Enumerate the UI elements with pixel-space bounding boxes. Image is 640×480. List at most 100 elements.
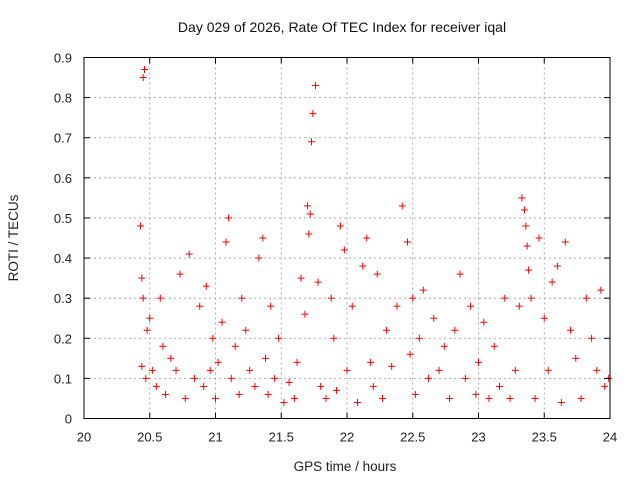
data-point: [152, 382, 160, 390]
data-point: [138, 274, 146, 282]
x-tick-labels: 20 20.5 21 21.5 22 22.5 23 23.5 24: [77, 430, 617, 445]
x-tick-label: 24: [603, 430, 617, 445]
data-point: [212, 394, 219, 402]
data-point: [367, 358, 375, 366]
data-point: [275, 334, 283, 342]
x-tick-label: 23: [471, 430, 485, 445]
data-point: [597, 286, 605, 294]
y-tick-label: 0.6: [54, 171, 72, 186]
data-point: [430, 314, 438, 322]
data-point: [290, 394, 298, 402]
data-point: [359, 262, 367, 270]
data-point: [435, 366, 443, 374]
data-point: [415, 334, 423, 342]
data-point: [156, 294, 164, 302]
data-point: [225, 214, 233, 222]
data-point: [202, 282, 210, 290]
data-point: [209, 334, 217, 342]
data-point: [446, 394, 454, 402]
data-point: [146, 314, 154, 322]
data-point: [531, 394, 539, 402]
data-point: [523, 242, 531, 250]
data-point: [297, 274, 305, 282]
data-point: [242, 326, 250, 334]
x-axis-title: GPS time / hours: [294, 459, 397, 474]
data-point: [330, 334, 338, 342]
data-point: [406, 350, 414, 358]
data-point: [440, 342, 448, 350]
data-point: [582, 294, 590, 302]
data-point: [314, 278, 322, 286]
data-point: [304, 202, 312, 210]
data-point: [461, 374, 469, 382]
x-tick-label: 22.5: [400, 430, 425, 445]
data-point: [521, 206, 529, 214]
data-point: [167, 354, 175, 362]
data-point: [159, 342, 167, 350]
data-point: [411, 390, 419, 398]
y-tick-label: 0.1: [54, 371, 72, 386]
data-point: [271, 374, 279, 382]
data-point: [522, 222, 530, 230]
data-point: [485, 394, 493, 402]
data-point: [480, 318, 488, 326]
data-point: [524, 266, 532, 274]
data-point: [373, 270, 381, 278]
y-tick-label: 0.3: [54, 291, 72, 306]
data-point: [140, 66, 148, 74]
data-point: [238, 294, 246, 302]
data-point: [379, 394, 387, 402]
axis-ticks: [83, 57, 611, 419]
data-point: [567, 326, 575, 334]
data-point: [206, 366, 214, 374]
data-point: [544, 366, 552, 374]
data-point: [317, 382, 325, 390]
data-point: [305, 230, 313, 238]
data-point: [190, 374, 198, 382]
data-point: [398, 202, 406, 210]
data-point: [336, 222, 344, 230]
data-point: [231, 342, 239, 350]
data-point: [475, 358, 482, 366]
data-point: [518, 194, 526, 202]
data-point: [162, 390, 170, 398]
y-tick-label: 0: [65, 412, 72, 427]
data-point: [227, 374, 235, 382]
data-point: [235, 390, 243, 398]
data-point: [540, 314, 548, 322]
data-point: [354, 398, 362, 406]
x-tick-label: 20: [77, 430, 91, 445]
data-point: [348, 302, 356, 310]
data-point: [490, 342, 498, 350]
data-point: [285, 378, 293, 386]
data-point: [572, 354, 580, 362]
data-point: [261, 354, 269, 362]
data-point: [309, 110, 317, 118]
y-tick-label: 0.5: [54, 211, 72, 226]
grid-lines: [84, 57, 610, 419]
data-point: [588, 334, 596, 342]
data-point: [593, 366, 601, 374]
data-point: [322, 394, 330, 402]
y-tick-label: 0.2: [54, 331, 72, 346]
data-point: [306, 210, 314, 218]
data-point: [548, 278, 556, 286]
data-point: [501, 294, 509, 302]
data-point: [388, 362, 396, 370]
data-point: [343, 366, 351, 374]
data-point: [139, 74, 147, 82]
data-point: [403, 238, 411, 246]
data-point: [506, 394, 514, 402]
data-point: [311, 82, 319, 90]
data-point: [293, 358, 301, 366]
y-axis-title: ROTI / TECUs: [6, 194, 21, 281]
data-point: [214, 358, 222, 366]
data-point: [255, 254, 263, 262]
data-point: [557, 398, 565, 406]
data-point: [259, 234, 267, 242]
data-point: [340, 246, 348, 254]
data-point: [409, 294, 417, 302]
data-point: [467, 302, 475, 310]
data-point: [577, 394, 585, 402]
data-point: [185, 250, 193, 258]
